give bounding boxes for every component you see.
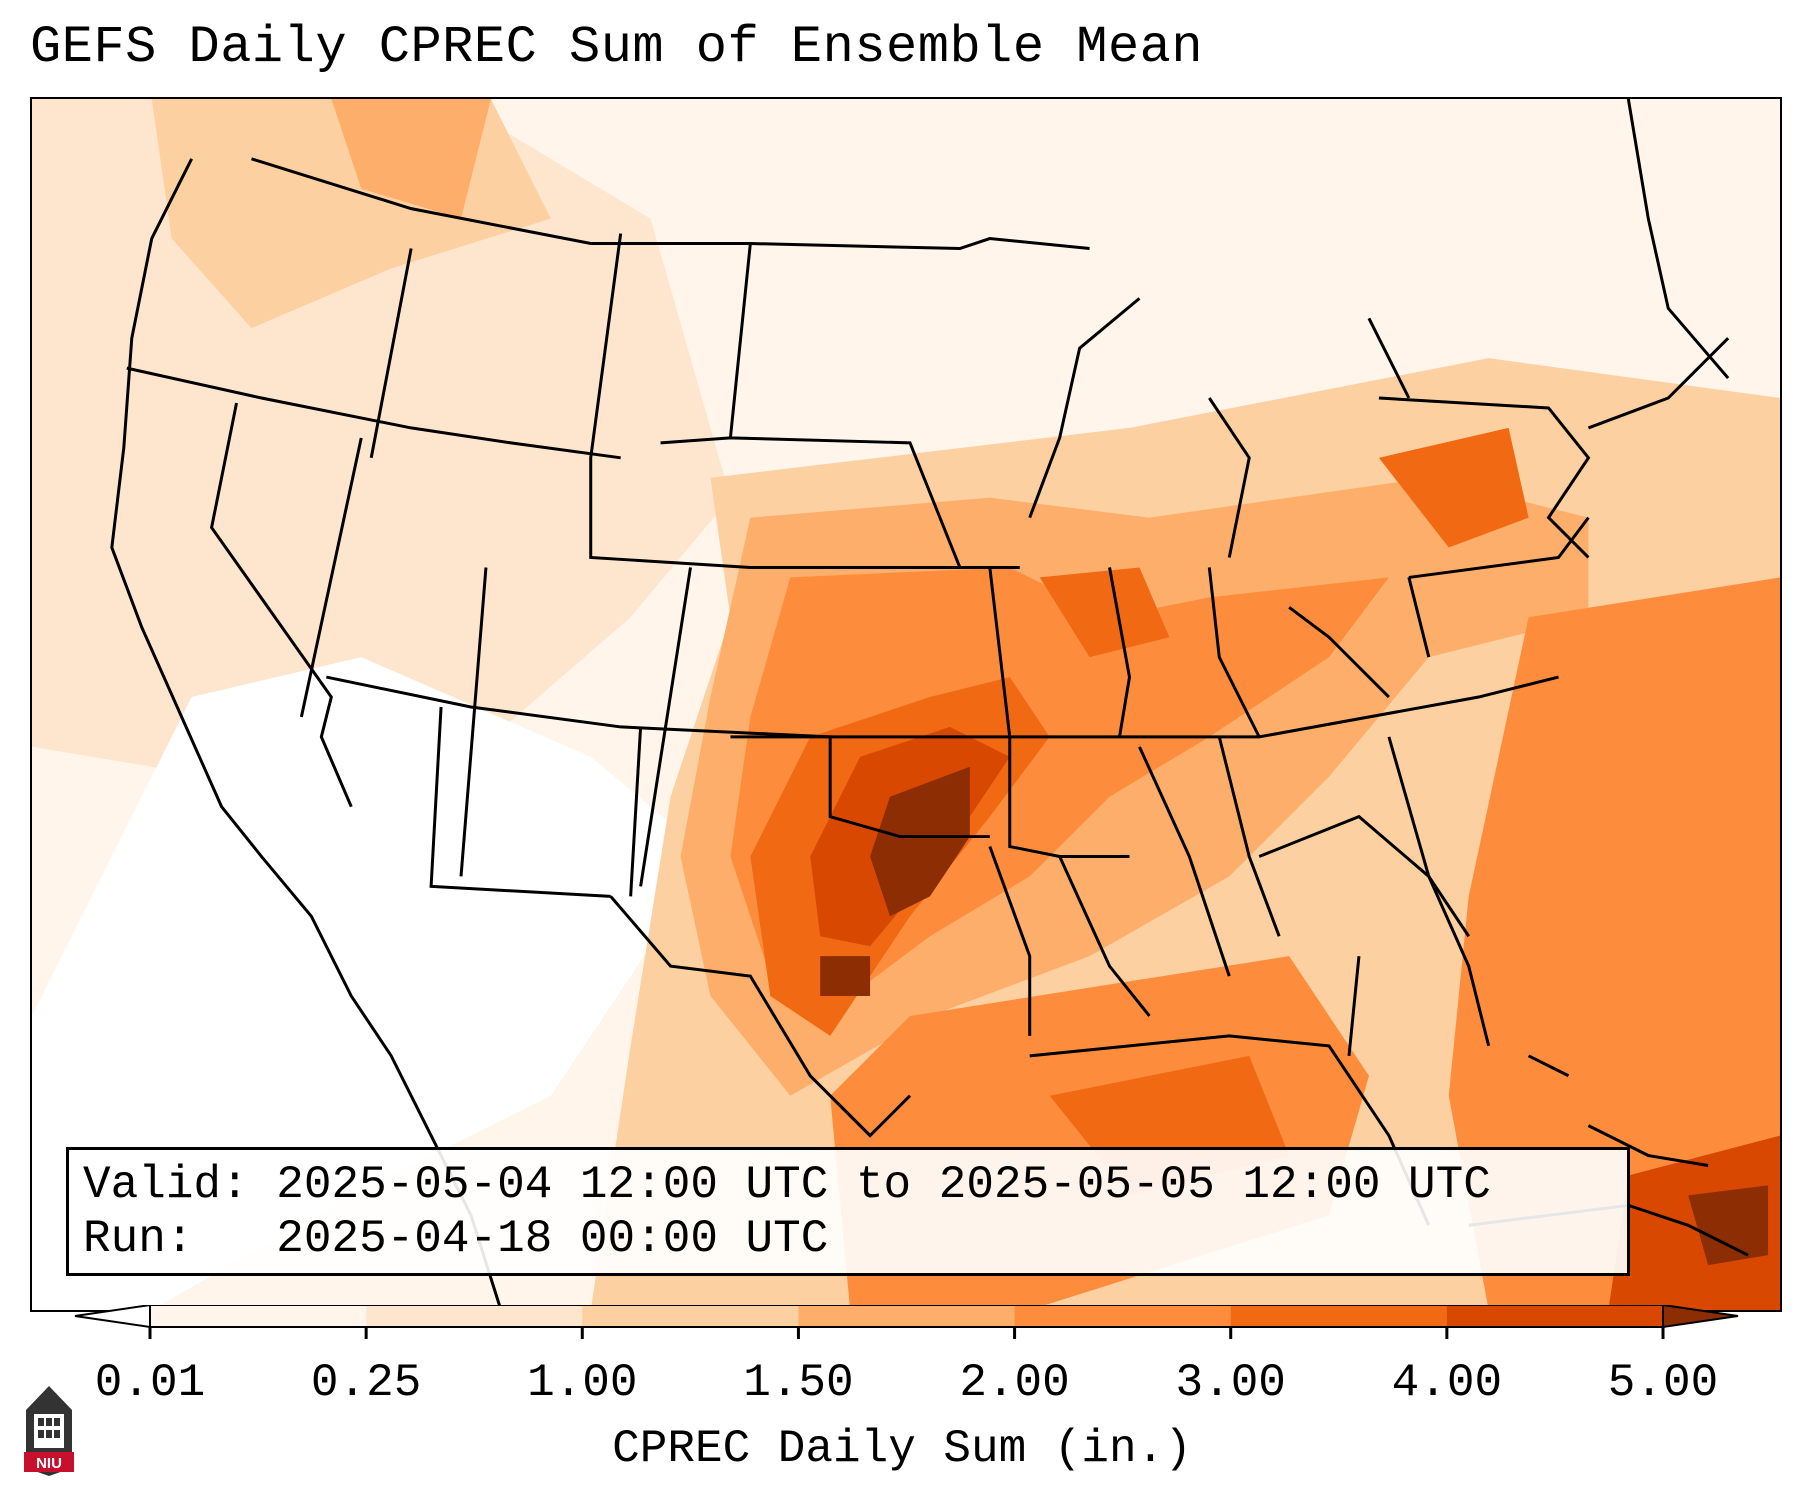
colorbar-tick-label: 0.25 xyxy=(310,1357,422,1409)
precip-map xyxy=(32,99,1780,1310)
colorbar-extend-min xyxy=(74,1305,151,1329)
map-frame xyxy=(30,97,1782,1312)
colorbar-tick-label: 1.50 xyxy=(743,1357,854,1409)
logo-band xyxy=(24,1452,74,1472)
run-label: Run: xyxy=(83,1213,194,1265)
logo-text: NIU xyxy=(36,1455,62,1472)
colorbar-segment xyxy=(798,1305,1016,1327)
colorbar-ticks xyxy=(148,1327,1665,1339)
info-box: Valid: 2025-05-04 12:00 UTC to 2025-05-0… xyxy=(66,1147,1630,1276)
colorbar-segment xyxy=(366,1305,583,1327)
colorbar-title: CPREC Daily Sum (in.) xyxy=(612,1423,1192,1475)
colorbar-tick-label: 5.00 xyxy=(1607,1357,1719,1409)
colorbar-segment xyxy=(1014,1305,1232,1327)
valid-label: Valid: xyxy=(83,1159,249,1211)
colorbar-tick-label: 3.00 xyxy=(1175,1357,1286,1409)
colorbar-segment xyxy=(150,1305,367,1327)
colorbar-tick-label: 1.00 xyxy=(527,1357,638,1409)
colorbar-segments xyxy=(74,1305,1739,1329)
colorbar-segment xyxy=(1446,1305,1664,1327)
colorbar-tick-label: 0.01 xyxy=(94,1357,206,1409)
colorbar-extend-max xyxy=(1662,1305,1739,1329)
colorbar-outline xyxy=(149,1305,1664,1328)
page-title: GEFS Daily CPREC Sum of Ensemble Mean xyxy=(30,18,1204,77)
niu-tower-icon: NIU xyxy=(24,1386,74,1476)
colorbar-tick-label: 4.00 xyxy=(1391,1357,1503,1409)
run-value: 2025-04-18 00:00 UTC xyxy=(276,1213,829,1265)
valid-value: 2025-05-04 12:00 UTC to 2025-05-05 12:00… xyxy=(276,1159,1491,1211)
colorbar-tick-label: 2.00 xyxy=(959,1357,1070,1409)
colorbar-segment xyxy=(582,1305,799,1327)
colorbar-segment xyxy=(1230,1305,1448,1327)
precip-shading xyxy=(32,99,1780,1310)
colorbar xyxy=(74,1305,1739,1339)
